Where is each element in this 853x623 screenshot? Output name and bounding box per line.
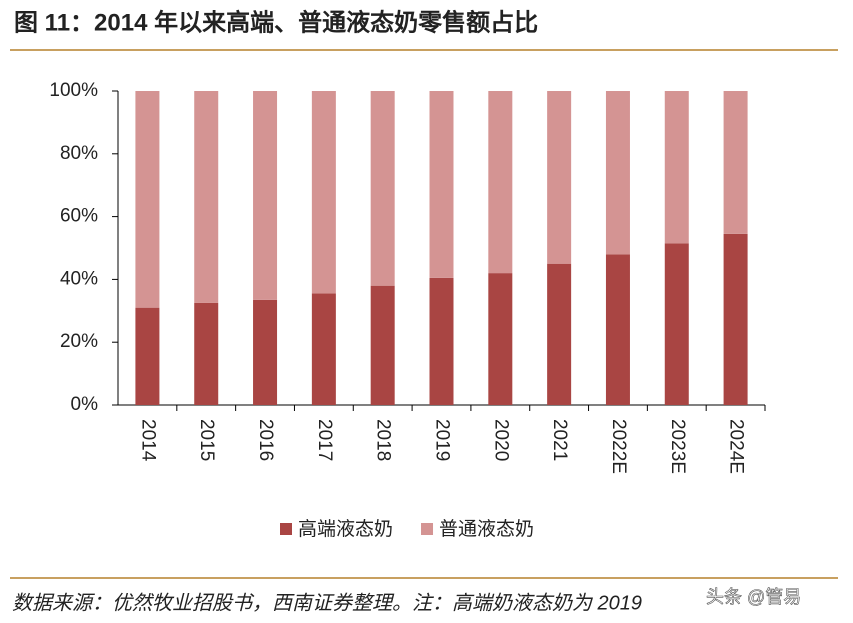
legend-swatch <box>421 523 434 535</box>
x-tick-label: 2017 <box>314 419 335 461</box>
legend-label: 高端液态奶 <box>298 518 393 540</box>
bar-segment <box>723 233 748 405</box>
bar-segment <box>723 91 748 234</box>
x-tick-label: 2014 <box>137 419 158 462</box>
x-tick-label: 2016 <box>255 419 276 461</box>
bar-segment <box>311 91 336 294</box>
bar-segment <box>488 273 513 405</box>
bar-segment <box>605 254 630 405</box>
y-tick-label: 0% <box>71 394 99 415</box>
y-tick-label: 60% <box>60 206 98 227</box>
y-tick-label: 80% <box>60 143 98 164</box>
bar-segment <box>488 91 513 274</box>
x-tick-label: 2020 <box>490 419 511 461</box>
y-tick-label: 40% <box>60 268 98 289</box>
legend-swatch <box>280 523 292 535</box>
bar-segment <box>605 91 630 255</box>
bar-segment <box>253 91 278 300</box>
x-tick-label: 2018 <box>373 419 394 461</box>
x-tick-label: 2021 <box>549 419 570 461</box>
source-note: 数据来源：优然牧业招股书，西南证券整理。注：高端奶液态奶为 2019 <box>12 592 642 614</box>
bar-segment <box>370 91 395 286</box>
bar-segment <box>135 91 160 308</box>
bar-segment <box>429 277 454 405</box>
watermark: 头条 @管易 <box>706 587 801 607</box>
bar-segment <box>370 285 395 405</box>
chart-title: 图 11：2014 年以来高端、普通液态奶零售额占比 <box>14 8 538 36</box>
bar-segment <box>547 91 572 264</box>
bar-segment <box>253 299 278 405</box>
x-tick-label: 2024E <box>726 419 747 474</box>
bar-segment <box>547 263 572 405</box>
bar-segment <box>664 243 689 405</box>
bar-segment <box>429 91 454 278</box>
bar-segment <box>311 293 336 405</box>
x-tick-label: 2019 <box>431 419 452 461</box>
y-tick-label: 100% <box>49 80 98 101</box>
bar-segment <box>194 91 219 303</box>
bar-segment <box>664 91 689 244</box>
x-tick-label: 2023E <box>667 419 688 474</box>
legend-label: 普通液态奶 <box>439 518 534 540</box>
bar-segment <box>135 307 160 405</box>
y-tick-label: 20% <box>60 331 98 352</box>
x-tick-label: 2015 <box>196 419 217 461</box>
x-tick-label: 2022E <box>608 419 629 474</box>
bar-segment <box>194 302 219 405</box>
